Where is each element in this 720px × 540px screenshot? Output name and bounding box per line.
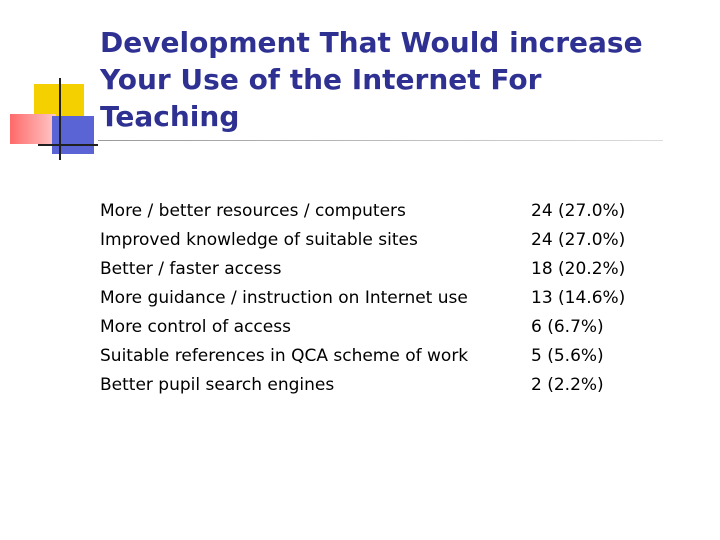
title-line: Development That Would increase [100,26,643,59]
item-count: 24 (27.0%) [531,200,626,221]
list-item: Improved knowledge of suitable sites 24 … [100,225,660,254]
title-line: Your Use of the Internet For [100,63,542,96]
item-count: 2 (2.2%) [531,374,604,395]
item-label: More guidance / instruction on Internet … [100,287,468,308]
slide-logo [0,0,110,170]
response-list: More / better resources / computers 24 (… [100,196,660,399]
list-item: More / better resources / computers 24 (… [100,196,660,225]
title-line: Teaching [100,100,240,133]
item-label: More / better resources / computers [100,200,406,221]
item-count: 18 (20.2%) [531,258,626,279]
logo-red-square [10,114,56,144]
item-label: Improved knowledge of suitable sites [100,229,418,250]
item-count: 5 (5.6%) [531,345,604,366]
list-item: More control of access 6 (6.7%) [100,312,660,341]
title-underline [98,140,663,141]
list-item: Better pupil search engines 2 (2.2%) [100,370,660,399]
list-item: Suitable references in QCA scheme of wor… [100,341,660,370]
list-item: Better / faster access 18 (20.2%) [100,254,660,283]
logo-vertical-line [59,78,61,160]
logo-horizontal-line [38,144,98,146]
item-count: 13 (14.6%) [531,287,626,308]
list-item: More guidance / instruction on Internet … [100,283,660,312]
item-count: 6 (6.7%) [531,316,604,337]
item-label: Better / faster access [100,258,282,279]
slide-title: Development That Would increase Your Use… [100,24,700,135]
item-label: Better pupil search engines [100,374,335,395]
item-count: 24 (27.0%) [531,229,626,250]
item-label: More control of access [100,316,291,337]
item-label: Suitable references in QCA scheme of wor… [100,345,469,366]
